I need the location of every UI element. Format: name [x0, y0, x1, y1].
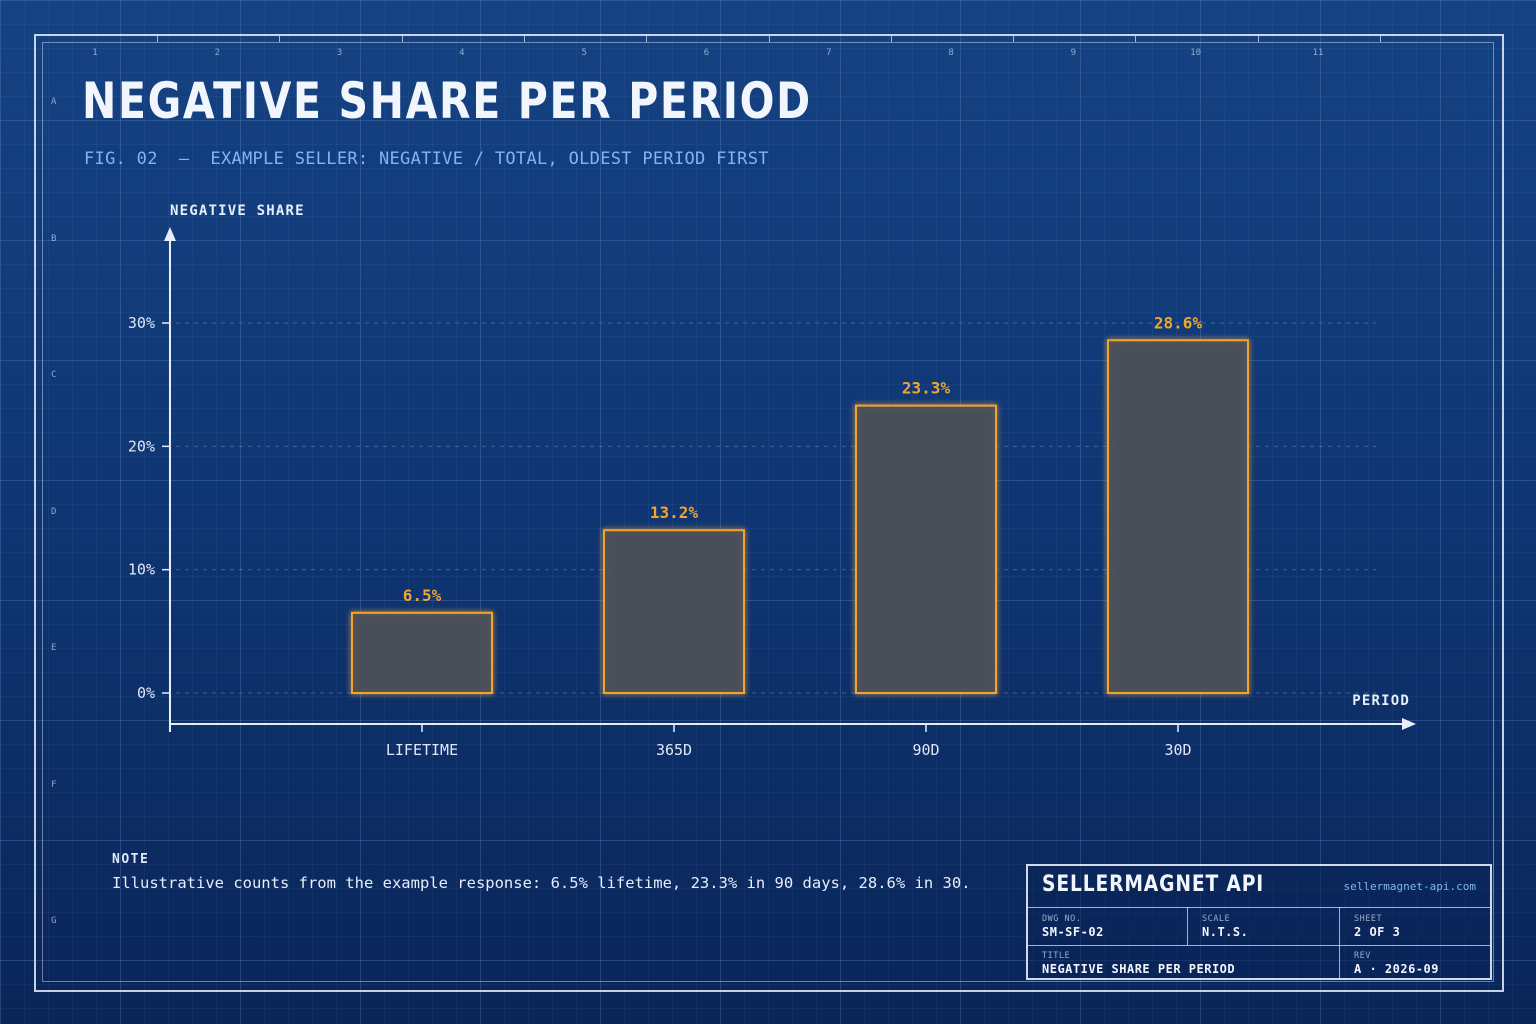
- rev-value: A · 2026-09: [1354, 962, 1439, 976]
- title-block-row-title: TITLE NEGATIVE SHARE PER PERIOD REV A · …: [1028, 945, 1490, 980]
- ruler-tick: [1013, 36, 1015, 42]
- ruler-tick: [401, 36, 403, 42]
- bar: [351, 611, 493, 694]
- divider: [1339, 907, 1340, 980]
- outer-frame: [34, 34, 1504, 992]
- y-tick-label: 0%: [137, 684, 155, 702]
- y-tick-label: 20%: [128, 437, 155, 455]
- bar-value-label: 23.3%: [902, 379, 951, 398]
- ruler-row-letter: E: [51, 643, 57, 653]
- ruler-column-number: 4: [459, 48, 465, 58]
- y-axis-arrow: [164, 227, 176, 241]
- bar-value-label: 6.5%: [403, 586, 442, 605]
- ruler-column-number: 1: [92, 48, 98, 58]
- title-label: TITLE: [1042, 951, 1071, 961]
- x-tick-label: 90D: [912, 741, 939, 759]
- x-tick-label: LIFETIME: [386, 741, 458, 759]
- x-tick-label: 30D: [1164, 741, 1191, 759]
- x-axis-arrow: [1402, 718, 1416, 730]
- dwg-no-label: DWG NO.: [1042, 914, 1082, 924]
- dwg-no-value: SM-SF-02: [1042, 925, 1104, 939]
- bar: [603, 529, 745, 695]
- inner-frame: [42, 42, 1494, 982]
- ruler-tick: [646, 36, 648, 42]
- ruler-tick: [523, 36, 525, 42]
- ruler-column-number: 8: [948, 48, 954, 58]
- title-value: NEGATIVE SHARE PER PERIOD: [1042, 962, 1236, 976]
- brand-name: SELLERMAGNET API: [1042, 872, 1265, 897]
- ruler-row-letter: F: [51, 779, 57, 790]
- ruler-tick: [279, 36, 281, 42]
- title-block-header: SELLERMAGNET API sellermagnet-api.com: [1028, 866, 1490, 908]
- ruler-column-number: 11: [1312, 48, 1324, 58]
- ruler-tick: [768, 36, 770, 42]
- ruler-column-number: 9: [1070, 48, 1077, 58]
- title-block-row-meta: DWG NO. SM-SF-02 SCALE N.T.S. SHEET 2 OF…: [1028, 907, 1490, 980]
- brand-url: sellermagnet-api.com: [1343, 880, 1476, 893]
- ruler-column-number: 5: [581, 48, 587, 58]
- ruler-column-number: 6: [703, 48, 710, 58]
- ruler-row-letter: G: [51, 916, 57, 926]
- divider: [1187, 907, 1188, 945]
- bar: [855, 404, 997, 694]
- sheet-value: 2 OF 3: [1354, 925, 1401, 939]
- ruler-tick: [1257, 36, 1259, 42]
- ruler-tick: [157, 36, 158, 42]
- page-title: NEGATIVE SHARE PER PERIOD: [82, 72, 812, 130]
- y-axis-title: NEGATIVE SHARE: [170, 203, 305, 219]
- sheet-label: SHEET: [1354, 914, 1383, 924]
- ruler-tick: [1135, 36, 1137, 42]
- ruler-row-letter: B: [51, 233, 57, 244]
- ruler-row-letter: D: [51, 506, 57, 517]
- scale-label: SCALE: [1202, 914, 1231, 924]
- ruler-tick: [1380, 36, 1381, 42]
- bar: [1107, 339, 1249, 694]
- ruler-tick: [890, 36, 892, 42]
- y-tick-label: 30%: [128, 314, 155, 332]
- ruler-column-number: 7: [826, 48, 832, 58]
- x-axis-title: PERIOD: [1352, 693, 1410, 709]
- rev-label: REV: [1354, 951, 1371, 961]
- y-tick-label: 10%: [128, 561, 155, 579]
- scale-value: N.T.S.: [1202, 925, 1249, 939]
- title-block: SELLERMAGNET API sellermagnet-api.com DW…: [1026, 864, 1492, 980]
- note-label: NOTE: [112, 852, 150, 867]
- bar-value-label: 28.6%: [1154, 313, 1203, 332]
- bar-value-label: 13.2%: [650, 503, 699, 522]
- ruler-column-number: 2: [214, 48, 221, 58]
- ruler-row-letter: C: [51, 370, 57, 380]
- ruler-column-number: 3: [336, 48, 343, 58]
- figure-subtitle: FIG. 02 — EXAMPLE SELLER: NEGATIVE / TOT…: [84, 149, 769, 169]
- note-text: Illustrative counts from the example res…: [112, 874, 971, 892]
- ruler-column-number: 10: [1190, 48, 1202, 58]
- x-tick-label: 365D: [656, 741, 692, 759]
- ruler-row-letter: A: [51, 97, 57, 107]
